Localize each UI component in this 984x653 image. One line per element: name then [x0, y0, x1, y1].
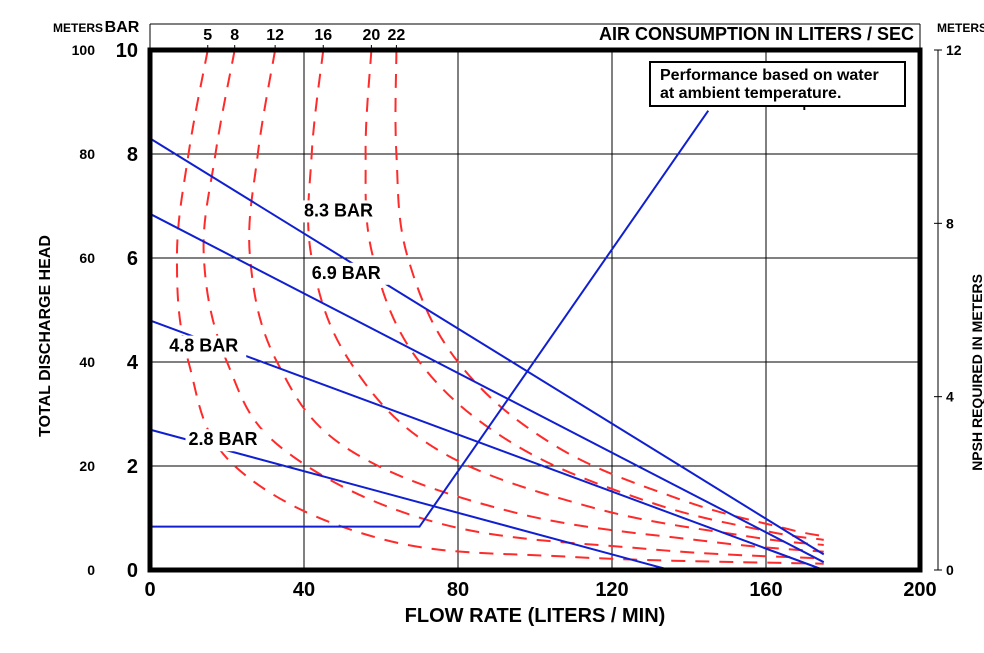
y-meters-tick: 40 [79, 354, 95, 370]
y-meters-unit: METERS [53, 21, 103, 35]
y-bar-tick: 10 [116, 40, 138, 62]
y-meters-tick: 0 [87, 562, 95, 578]
y-right-tick: 12 [946, 42, 962, 58]
y-meters-tick: 80 [79, 146, 95, 162]
y-left-axis-label: TOTAL DISCHARGE HEAD [37, 235, 54, 437]
y-meters-tick: 20 [79, 458, 95, 474]
y-right-tick: 8 [946, 215, 954, 231]
note-text: Performance based on water [660, 67, 879, 84]
y-right-tick: 0 [946, 562, 954, 578]
x-tick: 160 [749, 579, 782, 601]
top-tick: 12 [266, 27, 284, 44]
x-tick: 40 [293, 579, 315, 601]
x-tick: 200 [903, 579, 936, 601]
pressure-label: 8.3 BAR [304, 200, 373, 220]
top-tick: 20 [362, 27, 380, 44]
note-text: at ambient temperature. [660, 85, 841, 102]
top-tick: 22 [388, 27, 406, 44]
y-bar-tick: 6 [127, 248, 138, 270]
y-right-axis-label: NPSH REQUIRED IN METERS [969, 274, 984, 471]
y-bar-unit: BAR [105, 19, 140, 36]
y-meters-tick: 60 [79, 250, 95, 266]
pressure-label: 6.9 BAR [312, 263, 381, 283]
top-tick: 8 [230, 27, 239, 44]
pressure-label: 2.8 BAR [189, 429, 258, 449]
x-axis-label: FLOW RATE (LITERS / MIN) [405, 605, 666, 627]
y-bar-tick: 0 [127, 560, 138, 582]
y-right-tick: 4 [946, 389, 954, 405]
pump-performance-chart: 2.8 BAR4.8 BAR6.9 BAR8.3 BARNPSHrPerform… [0, 0, 984, 653]
x-tick: 120 [595, 579, 628, 601]
top-axis-label: AIR CONSUMPTION IN LITERS / SEC [599, 24, 914, 44]
y-meters-tick: 100 [72, 42, 96, 58]
pressure-label: 4.8 BAR [169, 336, 238, 356]
top-tick: 5 [203, 27, 212, 44]
x-tick: 80 [447, 579, 469, 601]
x-tick: 0 [144, 579, 155, 601]
y-bar-tick: 8 [127, 144, 138, 166]
y-right-unit: METERS [937, 21, 984, 35]
y-bar-tick: 4 [127, 352, 139, 374]
y-bar-tick: 2 [127, 456, 138, 478]
top-tick: 16 [314, 27, 332, 44]
